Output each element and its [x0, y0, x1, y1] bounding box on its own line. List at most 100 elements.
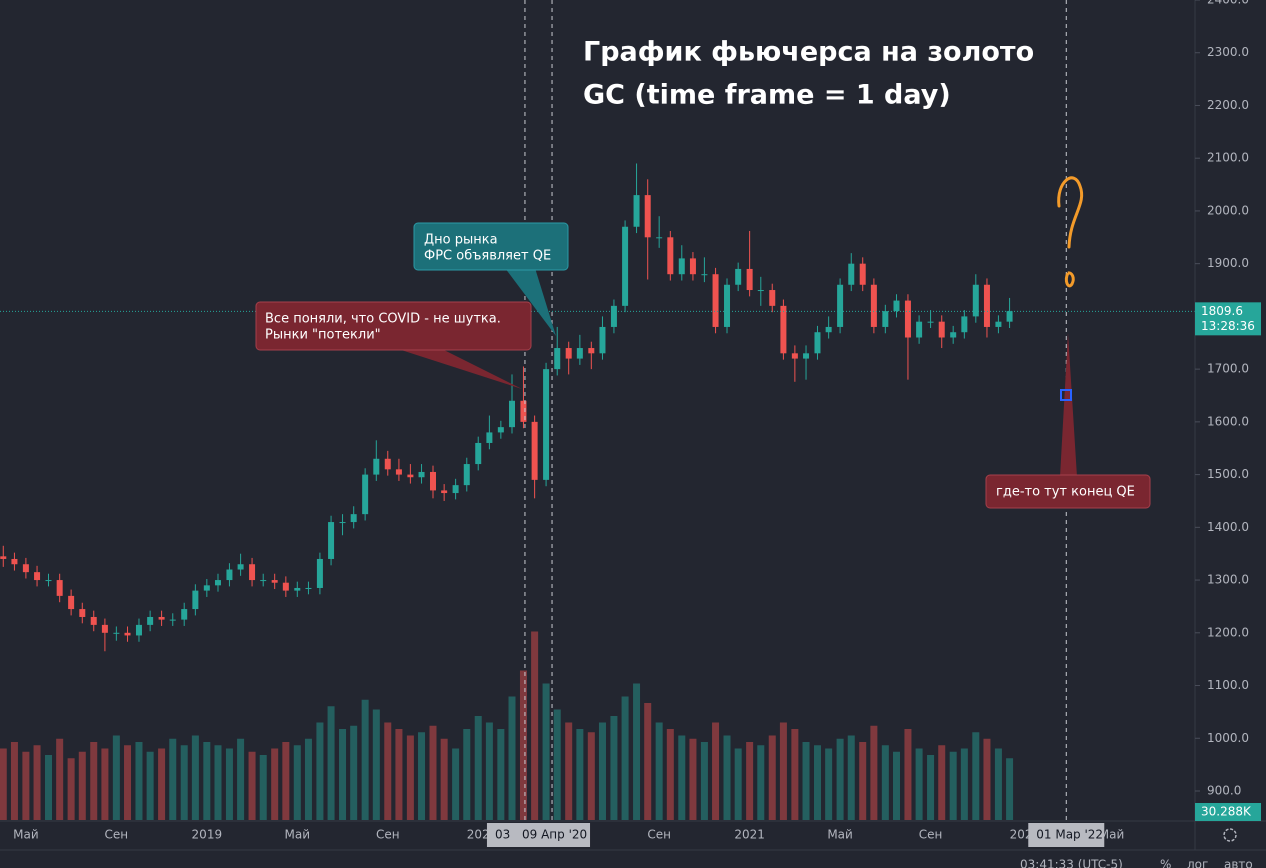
- volume-bar: [700, 742, 708, 820]
- candle-body: [22, 564, 29, 573]
- candle-body: [294, 587, 301, 591]
- volume-bar: [633, 683, 641, 820]
- volume-bar: [531, 631, 539, 820]
- candle-body: [769, 290, 776, 306]
- volume-bar: [372, 709, 380, 820]
- candle-body: [384, 458, 391, 470]
- candle-body: [757, 290, 764, 292]
- candle-body: [249, 564, 256, 581]
- x-tick-label: Сен: [105, 828, 129, 842]
- candle-body: [373, 458, 380, 475]
- callout-text: где-то тут конец QE: [996, 485, 1135, 500]
- candle-body: [746, 268, 753, 291]
- volume-bar: [734, 748, 742, 820]
- callout-text: Все поняли, что COVID - не шутка.: [265, 312, 501, 327]
- candle-body: [124, 632, 131, 636]
- candle-body: [983, 284, 990, 327]
- volume-bar: [248, 751, 256, 820]
- candle-body: [316, 558, 323, 588]
- callout-text: ФРС объявляет QE: [424, 249, 551, 264]
- crosshair-label-box: [514, 823, 591, 847]
- candle-body: [712, 274, 719, 327]
- x-tick-label: Май: [827, 828, 853, 842]
- volume-bar: [33, 745, 41, 820]
- x-tick-label: Май: [1099, 828, 1125, 842]
- candle-body: [576, 348, 583, 359]
- plot-area: [0, 0, 1195, 820]
- x-tick-label: 202: [467, 828, 490, 842]
- candle-body: [1006, 311, 1013, 322]
- callout-box: [255, 301, 532, 351]
- volume-bar: [881, 745, 889, 820]
- volume-bar: [542, 683, 550, 820]
- volume-bar: [870, 725, 878, 820]
- chart-title: График фьючерса на золото: [583, 37, 1034, 68]
- volume-bar: [0, 748, 7, 820]
- candle-body: [610, 305, 617, 327]
- volume-bar: [180, 745, 188, 820]
- candle-body: [554, 348, 561, 370]
- candle-body: [520, 400, 527, 422]
- volume-bar: [768, 735, 776, 820]
- volume-bar: [723, 735, 731, 820]
- y-tick-label: 2400.0: [1207, 0, 1249, 7]
- candle-body: [531, 421, 538, 480]
- volume-bar: [56, 738, 64, 820]
- volume-bar: [78, 751, 86, 820]
- candle-body: [34, 572, 41, 581]
- volume-bar: [304, 738, 312, 820]
- candle-body: [848, 263, 855, 285]
- volume-bar: [135, 742, 143, 820]
- volume-bar: [892, 751, 900, 820]
- y-tick-label: 900.0: [1207, 783, 1241, 797]
- candle-body: [362, 474, 369, 515]
- volume-bar: [45, 755, 53, 820]
- volume-bar: [927, 755, 935, 820]
- volume-bar: [712, 722, 720, 820]
- candle-body: [395, 469, 402, 475]
- candle-body: [870, 284, 877, 327]
- y-tick-label: 2000.0: [1207, 203, 1249, 217]
- volume-bar: [124, 745, 132, 820]
- volume-bar: [825, 748, 833, 820]
- y-tick-label: 1600.0: [1207, 414, 1249, 428]
- volume-bar: [169, 738, 177, 820]
- candle-body: [893, 300, 900, 312]
- volume-bar: [271, 748, 279, 820]
- candle-body: [565, 348, 572, 359]
- volume-last-box: [1195, 803, 1261, 821]
- candle-body: [656, 237, 663, 239]
- candle-body: [328, 522, 335, 559]
- volume-bar: [112, 735, 120, 820]
- volume-bar: [802, 742, 810, 820]
- status-auto[interactable]: авто: [1224, 858, 1253, 868]
- callout-text: Дно рынка: [424, 233, 498, 248]
- axes: 900.0 1000.0 1100.0 1200.0 1300.0 1400.0 1500.…: [13, 0, 1261, 847]
- volume-bar: [429, 725, 437, 820]
- candle-body: [0, 556, 7, 559]
- candle-body: [260, 580, 267, 582]
- last-price-box: [1195, 302, 1261, 336]
- candle-body: [588, 348, 595, 354]
- volume-bar: [203, 742, 211, 820]
- status-percent[interactable]: %: [1160, 858, 1171, 868]
- status-log[interactable]: лог: [1187, 858, 1208, 868]
- volume-bar: [610, 716, 618, 820]
- volume-bar: [508, 696, 516, 820]
- anchor-handle[interactable]: [1060, 389, 1072, 401]
- y-tick-label: 1400.0: [1207, 520, 1249, 534]
- settings-icon[interactable]: [1223, 828, 1237, 842]
- callout-text: Рынки "потекли": [265, 328, 381, 343]
- volume-bar: [994, 748, 1002, 820]
- volume-bar: [1006, 758, 1014, 820]
- volume-bar: [384, 722, 392, 820]
- volume-bar: [90, 742, 98, 820]
- volume-bar: [225, 748, 233, 820]
- candle-body: [791, 353, 798, 359]
- volume-last-label: 30.288K: [1201, 805, 1252, 819]
- volume-bar: [146, 751, 154, 820]
- volume-bar: [259, 755, 267, 820]
- candle-body: [339, 522, 346, 524]
- question-mark: [1057, 176, 1084, 249]
